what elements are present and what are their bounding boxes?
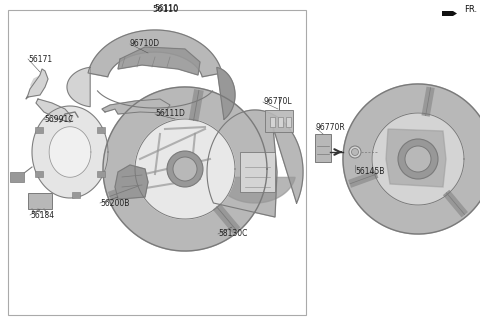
- Text: 56110: 56110: [154, 4, 178, 13]
- Polygon shape: [386, 129, 446, 187]
- Polygon shape: [115, 165, 148, 199]
- Text: 58130C: 58130C: [218, 230, 247, 238]
- Circle shape: [349, 146, 361, 158]
- Polygon shape: [118, 47, 200, 75]
- Bar: [240, 152, 275, 192]
- Text: 56145B: 56145B: [355, 167, 384, 177]
- Polygon shape: [36, 99, 72, 122]
- Text: 56991C: 56991C: [44, 114, 73, 124]
- Bar: [270, 117, 275, 127]
- Bar: [72, 192, 80, 198]
- Bar: [28, 193, 52, 209]
- Bar: [278, 117, 283, 127]
- Text: 56110: 56110: [153, 5, 179, 14]
- Text: 56200B: 56200B: [100, 198, 130, 208]
- Text: 56184: 56184: [30, 211, 54, 219]
- Polygon shape: [32, 106, 108, 198]
- Circle shape: [351, 148, 359, 156]
- Text: 96770L: 96770L: [263, 97, 292, 107]
- Polygon shape: [26, 69, 48, 99]
- Polygon shape: [343, 84, 480, 234]
- Circle shape: [167, 151, 203, 187]
- Bar: [265, 110, 293, 132]
- Bar: [35, 171, 43, 177]
- Polygon shape: [103, 87, 267, 251]
- Bar: [442, 11, 453, 16]
- Bar: [35, 127, 43, 133]
- Polygon shape: [453, 11, 457, 16]
- Bar: [10, 172, 24, 182]
- Bar: [97, 127, 105, 133]
- Polygon shape: [31, 77, 40, 91]
- Circle shape: [173, 157, 197, 181]
- Polygon shape: [88, 30, 222, 77]
- Polygon shape: [217, 67, 235, 119]
- Bar: [286, 117, 291, 127]
- Text: 96770R: 96770R: [316, 124, 346, 132]
- Polygon shape: [102, 99, 170, 114]
- Text: FR.: FR.: [464, 5, 477, 14]
- Polygon shape: [49, 127, 91, 177]
- Bar: [315, 134, 331, 162]
- Polygon shape: [135, 119, 235, 219]
- Polygon shape: [215, 177, 295, 203]
- Bar: [8, 10, 306, 315]
- Polygon shape: [372, 113, 464, 205]
- Circle shape: [405, 146, 431, 172]
- Circle shape: [398, 139, 438, 179]
- Text: 56111D: 56111D: [155, 110, 185, 118]
- Text: 56171: 56171: [28, 55, 52, 63]
- Polygon shape: [67, 67, 90, 107]
- Bar: [97, 171, 105, 177]
- Text: 96710D: 96710D: [130, 40, 160, 48]
- Polygon shape: [207, 110, 303, 217]
